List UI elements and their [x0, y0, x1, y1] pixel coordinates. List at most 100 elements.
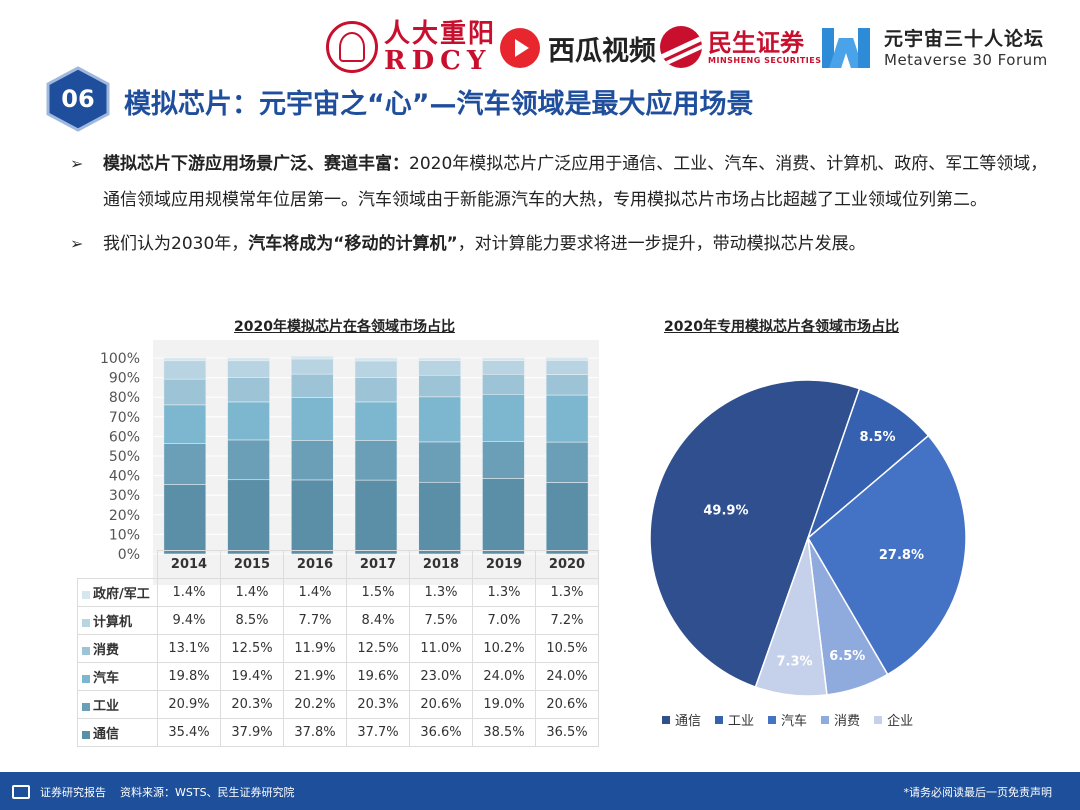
bar-segment-2020 — [545, 441, 589, 483]
rdcy-seal-icon — [326, 21, 378, 73]
data-cell: 8.5% — [220, 606, 284, 635]
y-tick-label: 70% — [109, 410, 140, 426]
section-number: 06 — [61, 85, 95, 113]
footer-source: 资料来源：WSTS、民生证券研究院 — [120, 786, 295, 799]
y-tick-label: 60% — [109, 429, 140, 445]
minsheng-emblem-icon — [660, 26, 702, 68]
rdcy-logo: 人大重阳 RDCY — [326, 20, 496, 74]
data-cell: 7.0% — [472, 606, 536, 635]
legend-item: 消费 — [821, 710, 860, 729]
legend-swatch — [82, 590, 90, 599]
bar-segment-2015 — [227, 401, 270, 441]
data-cell: 9.4% — [157, 606, 221, 635]
pie-data-label: 7.3% — [777, 655, 813, 670]
data-cell: 23.0% — [409, 662, 473, 691]
data-cell: 11.0% — [409, 634, 473, 663]
data-cell: 35.4% — [157, 718, 221, 747]
data-cell: 13.1% — [157, 634, 221, 663]
bar-segment-2016 — [290, 440, 334, 481]
data-cell: 7.2% — [535, 606, 599, 635]
legend-swatch — [82, 674, 90, 683]
bar-chart-title: 2020年模拟芯片在各领域市场占比 — [234, 319, 455, 335]
data-cell: 24.0% — [472, 662, 536, 691]
data-cell: 1.5% — [346, 578, 410, 607]
legend-item: 工业 — [715, 710, 754, 729]
data-cell: 10.5% — [535, 634, 599, 663]
pie-slice-汽车 — [807, 434, 967, 676]
data-cell: 21.9% — [283, 662, 347, 691]
data-cell: 11.9% — [283, 634, 347, 663]
bullet-text: ，对计算能力要求将进一步提升，带动模拟芯片发展。 — [457, 234, 866, 254]
table-row: 汽车 19.8% 19.4% 21.9% 19.6% 23.0% 24.0% 24.0% — [77, 662, 599, 691]
data-cell: 37.7% — [346, 718, 410, 747]
bar-segment-2016 — [290, 358, 334, 375]
series-name-cell: 消费 — [77, 634, 158, 663]
xigua-logo: 西瓜视频 — [500, 28, 656, 68]
minsheng-name-en: MINSHENG SECURITIES — [708, 55, 822, 65]
bullet-text: 2020年模拟芯片广泛应用于通信、工业、汽车、消费、计算机、政府、军工等领域，通… — [103, 154, 1048, 210]
y-tick-label: 80% — [109, 390, 140, 406]
data-cell: 19.4% — [220, 662, 284, 691]
data-cell: 7.7% — [283, 606, 347, 635]
x-category-label: 2016 — [283, 550, 347, 579]
play-icon — [500, 28, 540, 68]
data-cell: 38.5% — [472, 718, 536, 747]
bar-segment-2019 — [482, 441, 525, 479]
bar-segment-2014 — [163, 357, 207, 362]
pie-chart: 49.9% 8.5% 27.8% 6.5% 7.3% — [649, 380, 967, 697]
logo-bar: 人大重阳 RDCY 西瓜视频 民生证券 MINSHENG SECURITIES … — [0, 14, 1080, 84]
bar-segment-2017 — [354, 377, 398, 403]
bar-segment-2015 — [227, 360, 270, 378]
bar-segment-2015 — [227, 377, 270, 403]
x-category-label: 2020 — [535, 550, 599, 579]
bar-segment-2015 — [227, 357, 270, 362]
data-cell: 1.4% — [220, 578, 284, 607]
table-corner — [78, 551, 158, 579]
bar-segment-2017 — [354, 440, 398, 481]
data-cell: 19.0% — [472, 690, 536, 719]
bar-segment-2015 — [227, 439, 270, 481]
data-cell: 12.5% — [346, 634, 410, 663]
y-tick-label: 0% — [118, 547, 140, 563]
data-cell: 1.4% — [283, 578, 347, 607]
data-cell: 20.3% — [346, 690, 410, 719]
pie-data-label: 6.5% — [829, 649, 865, 664]
legend-item: 汽车 — [768, 710, 807, 729]
legend-swatch — [82, 618, 90, 627]
table-row: 政府/军工 1.4% 1.4% 1.4% 1.5% 1.3% 1.3% 1.3% — [77, 578, 599, 607]
footer-disclaimer: *请务必阅读最后一页免责声明 — [903, 786, 1053, 799]
slide-header: 06 模拟芯片：元宇宙之“心”—汽车领域是最大应用场景 — [0, 62, 1080, 138]
bullet-bold: 模拟芯片下游应用场景广泛、赛道丰富： — [103, 154, 409, 174]
bar-segment-2016 — [290, 355, 334, 360]
legend-swatch — [874, 715, 883, 724]
legend-swatch — [715, 715, 724, 724]
bar-segment-2016 — [290, 479, 334, 555]
data-cell: 20.3% — [220, 690, 284, 719]
legend-swatch — [82, 730, 90, 739]
data-cell: 37.8% — [283, 718, 347, 747]
pie-legend: 通信 工业 汽车 消费 企业 — [662, 710, 927, 729]
data-table: 2014 2015 2016 2017 2018 2019 2020 政府/军工 1.4% 1.4… — [77, 550, 599, 747]
bar-segment-2019 — [482, 393, 525, 442]
data-cell: 19.8% — [157, 662, 221, 691]
pie-data-label: 27.8% — [879, 548, 924, 563]
bar-segment-2016 — [290, 373, 334, 398]
bar-segment-2019 — [482, 357, 525, 361]
bar-segment-2019 — [482, 360, 525, 375]
data-cell: 1.4% — [157, 578, 221, 607]
pie-chart-title: 2020年专用模拟芯片各领域市场占比 — [664, 319, 899, 335]
y-tick-label: 10% — [109, 527, 140, 543]
data-cell: 1.3% — [535, 578, 599, 607]
pie-slice-通信 — [649, 380, 861, 688]
legend-swatch — [662, 715, 670, 724]
y-tick-label: 90% — [109, 371, 140, 387]
bar-segment-2017 — [354, 357, 398, 362]
legend-swatch — [768, 715, 777, 724]
minsheng-name-cn: 民生证券 — [708, 28, 804, 57]
bar-segment-2020 — [545, 482, 589, 555]
bar-segment-2014 — [163, 378, 207, 406]
x-category-label: 2019 — [472, 550, 536, 579]
data-cell: 19.6% — [346, 662, 410, 691]
data-cell: 20.6% — [409, 690, 473, 719]
pie-data-label: 49.9% — [703, 503, 748, 518]
